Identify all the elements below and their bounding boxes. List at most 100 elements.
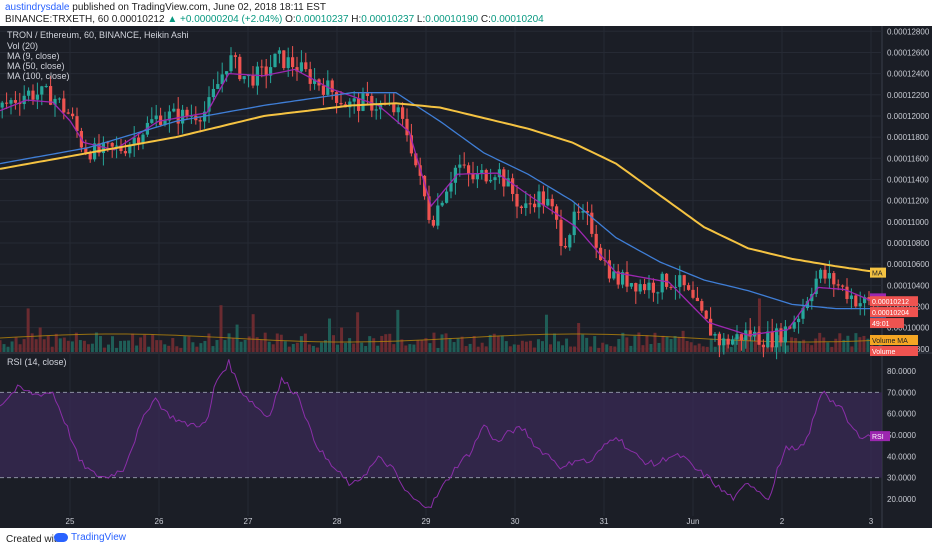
volume-bar — [448, 338, 452, 352]
volume-bar — [243, 339, 247, 352]
candle-body — [805, 301, 809, 309]
candle-body — [590, 212, 594, 234]
volume-bar — [532, 347, 536, 352]
candle-body — [141, 134, 145, 144]
candle-body — [374, 109, 378, 111]
volume-bar — [251, 314, 255, 352]
volume-bar — [713, 346, 717, 352]
volume-bar — [179, 347, 183, 352]
publish-line: austindrysdale published on TradingView.… — [5, 2, 326, 14]
volume-bar — [106, 344, 110, 352]
ma100-badge: MA — [870, 267, 886, 278]
volume-bar — [794, 338, 798, 352]
volume-bar — [866, 338, 870, 352]
price-tick-label: 0.00010400 — [887, 281, 930, 290]
candle-body — [550, 198, 554, 207]
candle-body — [660, 273, 664, 293]
volume-bar — [86, 344, 90, 352]
volume-bar — [585, 337, 589, 352]
volume-bar — [291, 343, 295, 352]
candle-body — [783, 326, 787, 343]
candle-body — [779, 328, 783, 343]
candle-body — [832, 273, 836, 285]
candle-body — [546, 198, 550, 206]
high-label: H: — [351, 14, 362, 25]
rsi-badge: RSI — [870, 431, 890, 442]
chart-svg[interactable]: 0.00012800 0.00012600 0.00012400 0.00012200… — [0, 26, 932, 528]
candle-body — [687, 285, 691, 290]
volume-bar — [729, 346, 733, 352]
volume-bar — [476, 346, 480, 352]
low-label: L: — [416, 14, 426, 25]
volume-bar — [0, 340, 2, 352]
candle-body — [348, 101, 352, 108]
candle-body — [766, 331, 770, 348]
candle-body — [568, 235, 572, 248]
candle-body — [577, 211, 581, 213]
candle-body — [726, 338, 730, 345]
chart-canvas[interactable]: 0.00012800 0.00012600 0.00012400 0.00012200… — [0, 26, 932, 528]
volume-bar — [472, 335, 476, 352]
volume-bar — [98, 336, 102, 352]
volume-bar — [685, 340, 689, 352]
candle-body — [392, 103, 396, 113]
volume-bar — [597, 347, 601, 352]
ma50-legend: MA (50, close) — [7, 61, 65, 71]
candle-body — [563, 246, 567, 248]
candle-body — [207, 97, 211, 112]
candle-body — [453, 167, 457, 183]
candle-body — [537, 191, 541, 208]
price-tick-label: 0.00011000 — [887, 218, 929, 227]
tradingview-brand[interactable]: TradingView — [54, 532, 126, 543]
volume-bar — [681, 330, 685, 352]
volume-bar — [790, 337, 794, 352]
candle-body — [480, 170, 484, 173]
volume-bar — [806, 343, 810, 352]
volume-bar — [263, 332, 267, 352]
author-link[interactable]: austindrysdale — [5, 2, 70, 13]
rsi-legend: RSI (14, close) — [7, 357, 67, 367]
volume-bar — [553, 333, 557, 352]
volume-bar — [315, 347, 319, 352]
candle-body — [735, 334, 739, 340]
volume-bar — [786, 345, 790, 352]
volume-bar — [757, 298, 761, 352]
volume-bar — [54, 333, 58, 352]
volume-bar — [239, 341, 243, 352]
candle-body — [858, 303, 862, 307]
candle-body — [665, 273, 669, 287]
candle-body — [330, 80, 334, 93]
volume-bar — [327, 318, 331, 352]
volume-bar — [215, 340, 219, 352]
candle-body — [115, 145, 119, 147]
price-badge-2-bg — [870, 307, 918, 318]
volume-bar — [259, 339, 263, 352]
volume-bar — [629, 345, 633, 352]
candle-body — [612, 271, 616, 279]
candle-body — [471, 173, 475, 180]
volume-bar — [850, 346, 854, 352]
volume-bar — [496, 336, 500, 352]
rsi-tick-label: 40.0000 — [887, 452, 916, 461]
volume-bar — [689, 342, 693, 352]
volume-bar — [733, 337, 737, 352]
candle-body — [678, 275, 682, 287]
price-tick-label: 0.00012600 — [887, 48, 930, 57]
volume-bar — [332, 335, 336, 352]
volume-bar — [6, 346, 10, 352]
countdown-badge: 49:01 — [870, 318, 904, 329]
volume-bar — [279, 334, 283, 352]
candle-body — [57, 98, 61, 100]
brand-label: TradingView — [71, 532, 127, 543]
ma100-badge-text: MA — [872, 271, 883, 278]
price-badge-2: 0.00010204 — [870, 307, 918, 318]
candle-body — [629, 283, 633, 287]
candle-body — [722, 338, 726, 346]
volume-bar — [444, 333, 448, 352]
candle-body — [449, 182, 453, 192]
volume-bar — [701, 346, 705, 352]
volume-bar — [219, 305, 223, 352]
candle-body — [814, 278, 818, 294]
volume-bar — [231, 337, 235, 352]
candle-body — [401, 107, 405, 119]
